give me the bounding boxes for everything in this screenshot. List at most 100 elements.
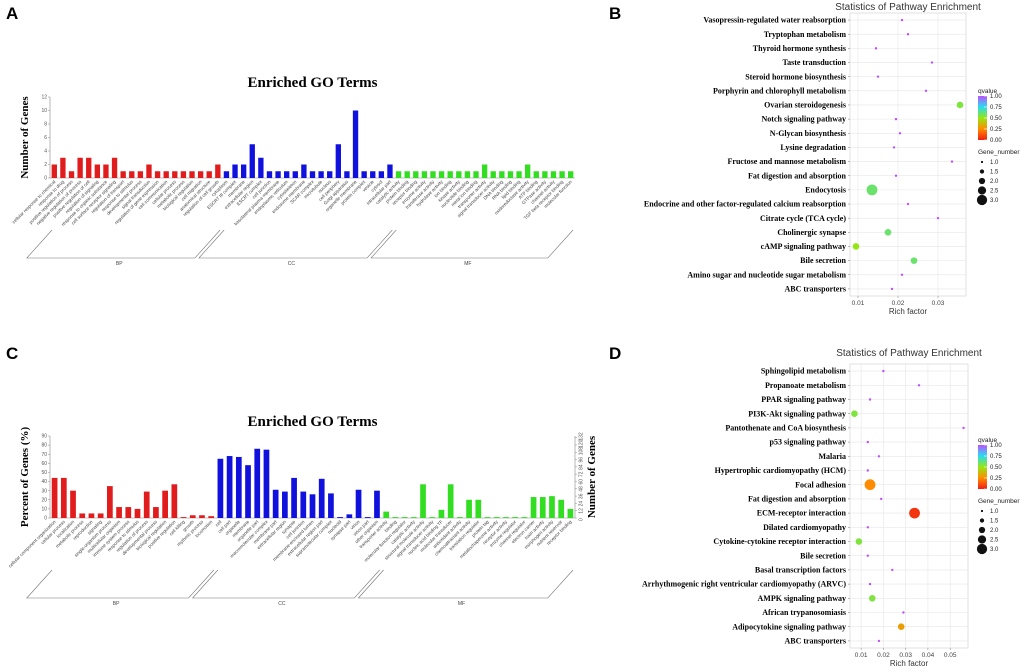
bar-cc (291, 477, 297, 518)
bar-bp (125, 507, 132, 518)
y-right-tick-label: 24 (579, 501, 585, 507)
group-bracket (357, 569, 574, 599)
y-tick-label: 12 (41, 95, 47, 101)
pathway-point (868, 582, 872, 586)
bar-cc (344, 171, 350, 178)
bar-bp (189, 171, 195, 178)
pathway-label: Focal adhesion (795, 480, 846, 489)
bar-cc (364, 517, 371, 518)
bar-cc (249, 144, 255, 178)
bar-mf (447, 171, 453, 178)
pathway-point (909, 507, 920, 519)
legend-size-dot (979, 169, 985, 174)
bar-bp (171, 484, 178, 518)
y-right-tick-label: 48 (579, 486, 585, 492)
legend-colorbar (978, 96, 987, 140)
bar-cc (378, 171, 385, 178)
pathway-label: Vasopressin-regulated water reabsorption (703, 16, 846, 25)
bar-cc (328, 493, 334, 518)
legend-size-title: Gene_number (978, 498, 1020, 505)
y-axis-right-title: Number of Genes (586, 435, 598, 518)
group-label: MF (458, 601, 465, 607)
pathway-point (894, 174, 898, 177)
bar-cc (309, 171, 316, 178)
bar-bp (94, 164, 101, 178)
bar-mf (530, 497, 537, 518)
bar-cc (355, 489, 362, 518)
legend-size-label: 3.0 (990, 547, 999, 553)
bar-cc (275, 171, 281, 178)
legend-size-dot (977, 186, 987, 195)
bar-cc (361, 171, 367, 178)
bar-mf (567, 508, 574, 518)
pathway-label: Cytokine-cytokine receptor interaction (713, 537, 846, 546)
pathway-point (950, 160, 954, 163)
bar-mf (430, 171, 436, 178)
bar-mf (524, 164, 531, 178)
legend-qvalue-tick: 0.00 (990, 138, 1002, 144)
bar-mf (383, 511, 390, 518)
y-tick-label: 0 (44, 516, 47, 522)
legend-size-label: 2.5 (990, 189, 999, 195)
bar-cc (258, 157, 264, 178)
y-tick-label: 90 (41, 434, 47, 440)
bar-bp (107, 486, 113, 518)
pathway-label: ABC transporters (784, 285, 846, 294)
pathway-label: African trypanosomiasis (762, 608, 846, 617)
pathway-point (866, 526, 870, 529)
bar-bp (180, 171, 187, 178)
bar-bp (79, 513, 86, 518)
bar-cc (232, 164, 238, 178)
pathway-label: Citrate cycle (TCA cycle) (760, 214, 846, 223)
legend-size-dot (977, 535, 987, 544)
bar-mf (392, 517, 399, 518)
bar-bp (60, 477, 67, 518)
bar-bp (180, 517, 187, 518)
pathway-label: Bile secretion (800, 256, 846, 265)
pathway-point (866, 469, 870, 472)
bar-bp (162, 490, 168, 518)
bar-mf (539, 497, 546, 518)
y-right-tick-label: 72 (579, 471, 585, 477)
bar-cc (318, 171, 324, 178)
bar-mf (438, 509, 445, 518)
legend-qvalue-tick: 0.75 (990, 105, 1002, 111)
pathway-label: Fat digestion and absorption (748, 495, 847, 504)
bar-cc (300, 491, 307, 518)
chart-title: Enriched GO Terms (247, 75, 377, 91)
bar-bp (208, 516, 215, 518)
x-tick-label: 0.01 (855, 652, 868, 659)
pathway-label: Propanoate metabolism (765, 381, 846, 390)
pathway-label: Bile secretion (800, 551, 846, 560)
panel-label-a: A (6, 4, 19, 23)
bar-mf (549, 496, 555, 518)
bar-bp (153, 507, 159, 518)
bar-cc (352, 110, 359, 178)
legend-qvalue-title: qvalue (978, 88, 998, 95)
bar-bp (163, 171, 169, 178)
bar-bp (197, 171, 204, 178)
pathway-point (874, 47, 878, 50)
pathway-point (897, 623, 905, 630)
legend-size-dot (976, 194, 988, 206)
pathway-label: Steroid hormone biosynthesis (745, 72, 846, 81)
legend-qvalue-tick: 0.25 (990, 476, 1002, 482)
bar-bp (134, 508, 141, 518)
pathway-point (852, 243, 860, 250)
y-right-tick-label: 60 (579, 479, 585, 485)
x-axis-title: Rich factor (890, 659, 929, 667)
legend-qvalue-tick: 0.50 (990, 465, 1002, 471)
pathway-point (900, 18, 904, 22)
bar-cc (327, 171, 333, 178)
legend-qvalue-tick: 1.00 (990, 94, 1002, 100)
y-tick-label: 20 (41, 497, 47, 503)
legend-size-label: 3.0 (990, 198, 999, 204)
bar-bp (129, 171, 135, 178)
bar-mf (456, 171, 462, 178)
pathway-point (877, 639, 881, 643)
pathway-label: Amino sugar and nucleotide sugar metabol… (687, 270, 846, 279)
y-tick-label: 40 (41, 479, 47, 485)
x-tick-label: 0.02 (877, 652, 890, 659)
